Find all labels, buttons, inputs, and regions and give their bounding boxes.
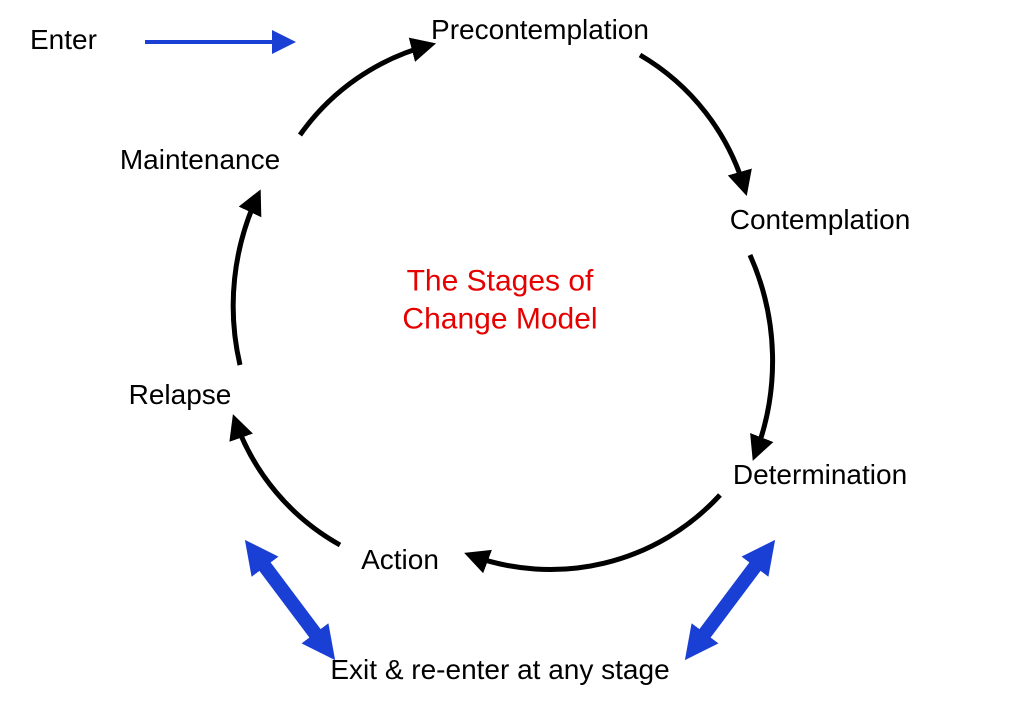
diagram-svg — [0, 0, 1024, 712]
arc-determination-to-action — [470, 495, 720, 570]
arc-contemplation-to-determination — [750, 255, 773, 455]
diagram-title: The Stages of Change Model — [402, 263, 597, 338]
arc-action-to-relapse — [235, 420, 340, 545]
stage-maintenance: Maintenance — [120, 144, 280, 176]
exit-label: Exit & re-enter at any stage — [330, 654, 669, 686]
stage-relapse: Relapse — [129, 379, 232, 411]
arc-precontemplation-to-contemplation — [640, 55, 745, 190]
stage-determination: Determination — [733, 459, 907, 491]
arc-relapse-to-maintenance — [233, 195, 258, 365]
stage-contemplation: Contemplation — [730, 204, 911, 236]
exit-arrow-right — [700, 560, 760, 640]
exit-arrows — [260, 560, 760, 640]
stage-action: Action — [361, 544, 439, 576]
title-line2: Change Model — [402, 302, 597, 335]
stage-precontemplation: Precontemplation — [431, 14, 649, 46]
arc-maintenance-to-precontemplation — [300, 45, 430, 135]
title-line1: The Stages of — [407, 265, 594, 298]
exit-arrow-left — [260, 560, 320, 640]
enter-label: Enter — [30, 24, 97, 56]
